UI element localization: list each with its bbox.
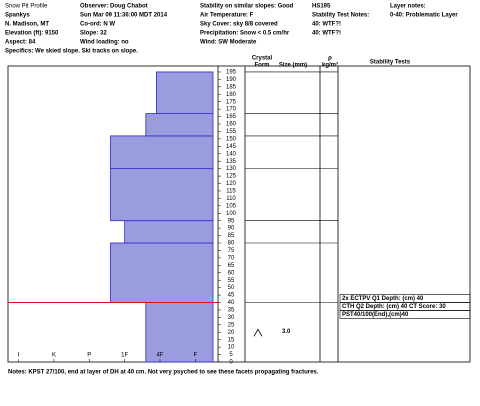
y-tick-label: 60 — [228, 270, 235, 276]
header-size: Size (mm) — [279, 63, 307, 69]
x-tick-label: I — [18, 353, 20, 359]
y-tick-label: 175 — [226, 99, 237, 105]
header-field: Slope: 32 — [80, 31, 107, 37]
header-field: 40: WTF?! — [312, 31, 341, 37]
y-tick-label: 170 — [226, 107, 237, 113]
test-text: PST40/100(End),(cm)40 — [342, 312, 409, 318]
y-tick-label: 0 — [229, 360, 233, 366]
header-field: Stability Test Notes: — [312, 13, 369, 19]
y-tick-label: 5 — [229, 352, 233, 358]
frame — [7, 65, 471, 363]
hardness-bar — [110, 135, 214, 170]
y-tick-label: 140 — [226, 151, 237, 157]
test-box — [339, 310, 471, 319]
y-tick-label: 115 — [226, 189, 236, 195]
y-tick-label: 50 — [228, 285, 235, 291]
y-tick-label: 100 — [226, 211, 237, 217]
y-tick-label: 155 — [226, 129, 237, 135]
y-tick-label: 145 — [226, 144, 237, 150]
y-tick-label: 90 — [228, 226, 235, 232]
header-field: Snow Pit Profile — [5, 4, 48, 10]
y-tick-label: 180 — [226, 92, 237, 98]
hardness-bar — [156, 71, 214, 114]
header-field: Sky Cover: sky 8/8 covered — [200, 22, 278, 28]
hardness-bar — [110, 168, 214, 222]
y-tick-label: 25 — [228, 322, 235, 328]
header-field: Wind loading: no — [80, 40, 129, 46]
header-field: Air Temperature: F — [200, 13, 254, 19]
hardness-bar — [145, 113, 214, 137]
x-tick-label: 4F — [156, 353, 163, 359]
header-field: HS195 — [312, 4, 331, 10]
y-tick-label: 85 — [228, 233, 235, 239]
y-tick-label: 75 — [228, 248, 235, 254]
notes: Notes: KPST 27/100, end at layer of DH a… — [8, 370, 319, 376]
header-field: 0-40: Problematic Layer — [390, 13, 458, 19]
y-tick-label: 40 — [228, 300, 235, 306]
header-field: Layer notes: — [390, 4, 426, 10]
y-tick-label: 135 — [226, 159, 237, 165]
header-field: Elevation (ft): 9150 — [5, 31, 59, 37]
y-tick-label: 20 — [228, 330, 235, 336]
y-tick-label: 80 — [228, 241, 235, 247]
test-text: 2x ECTPV Q1 Depth: (cm) 40 — [342, 296, 424, 302]
y-tick-label: 10 — [228, 345, 235, 351]
y-tick-label: 30 — [228, 315, 235, 321]
test-text: CTH Q2 Depth: (cm) 40 CT Score: 30 — [342, 304, 446, 310]
header-field: Observer: Doug Chabot — [80, 4, 148, 10]
x-tick-label: F — [193, 353, 197, 359]
x-tick-label: 1F — [121, 353, 128, 359]
y-tick-label: 125 — [226, 174, 237, 180]
header-field: Co-ord: N W — [80, 22, 115, 28]
y-tick-label: 35 — [228, 308, 235, 314]
y-tick-label: 165 — [226, 114, 237, 120]
x-tick-label: P — [87, 353, 91, 359]
y-tick-label: 45 — [228, 293, 235, 299]
y-tick-label: 95 — [228, 218, 235, 224]
header-field: Aspect: 84 — [5, 40, 36, 46]
header-field: Spankys — [5, 13, 30, 19]
crystal-size: 3.0 — [282, 329, 291, 335]
header-field: Precipitation: Snow < 0.5 cm/hr — [200, 31, 290, 37]
header-form: Form — [255, 63, 270, 69]
y-tick-label: 55 — [228, 278, 235, 284]
header-crystal: Crystal — [252, 56, 273, 62]
hardness-bar — [145, 302, 214, 363]
y-tick-label: 110 — [226, 196, 236, 202]
hardness-bar — [124, 220, 214, 244]
y-tick-label: 130 — [226, 166, 237, 172]
y-tick-label: 105 — [226, 203, 237, 209]
header-tests: Stability Tests — [370, 60, 411, 66]
header-field: N. Madison, MT — [5, 22, 49, 28]
y-tick-label: 15 — [228, 337, 235, 343]
y-tick-label: 65 — [228, 263, 235, 269]
y-tick-label: 195 — [226, 70, 237, 76]
y-tick-label: 150 — [226, 136, 237, 142]
y-tick-label: 190 — [226, 77, 237, 83]
header-field: Wind: SW Moderate — [200, 40, 257, 46]
header-field: Stability on similar slopes: Good — [200, 4, 294, 10]
header-field: Specifics: We skied slope. Ski tracks on… — [5, 49, 138, 55]
header-field: 40: WTF?! — [312, 22, 341, 28]
hardness-bar — [110, 242, 214, 303]
y-tick-label: 70 — [228, 255, 235, 261]
y-tick-label: 160 — [226, 122, 237, 128]
x-tick-label: K — [52, 353, 56, 359]
y-tick-label: 185 — [226, 84, 237, 90]
crystal-form — [253, 328, 263, 337]
header-density-unit: kg/m³ — [322, 62, 338, 69]
header-field: Sun Mar 09 11:36:00 MDT 2014 — [80, 13, 168, 19]
y-tick-label: 120 — [226, 181, 237, 187]
header-density: ρ — [328, 56, 332, 62]
